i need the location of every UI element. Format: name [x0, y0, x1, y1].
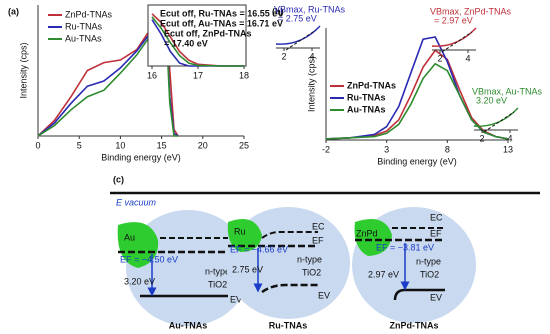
x-axis-label: Binding energy (eV) — [101, 152, 181, 162]
ef: EF — [430, 228, 442, 238]
series-line — [37, 16, 179, 137]
semiconductor: n-type — [297, 254, 322, 264]
x-tick-label: 8 — [445, 144, 450, 154]
x-tick-label: 5 — [77, 140, 82, 150]
semiconductor: TiO2 — [302, 267, 321, 277]
x-axis-label: Binding energy (eV) — [377, 156, 457, 166]
panel-label: (c) — [113, 174, 124, 184]
inset-fit — [441, 31, 473, 53]
vacuum-label: E vacuum — [116, 197, 157, 207]
x-tick-label: 3 — [384, 144, 389, 154]
inset-label: VBmax, Au-TNAs — [472, 86, 543, 96]
ev: EV — [318, 290, 330, 300]
metal: Ru — [234, 226, 246, 236]
semiconductor: n-type — [416, 256, 441, 266]
panel-name: ZnPd-TNAs — [390, 320, 439, 330]
inset-tick-label: 2 — [479, 133, 484, 143]
annotation: Ecut off, Au-TNAs = 16.71 eV — [160, 18, 283, 28]
x-tick-label: 20 — [198, 140, 208, 150]
band-gap: 3.20 eV — [124, 276, 155, 286]
inset-value: 3.20 eV — [476, 95, 507, 105]
ev: EV — [230, 294, 242, 304]
annotation: = 17.40 eV — [164, 38, 208, 48]
semiconductor: n-type — [205, 266, 230, 276]
band-gap: 2.97 eV — [368, 269, 399, 279]
inset-curve — [473, 107, 519, 127]
panel-name: Ru-TNAs — [269, 320, 308, 330]
legend-label: ZnPd-TNAs — [347, 80, 396, 90]
legend-label: ZnPd-TNAs — [65, 9, 113, 19]
annotation: Ecut off, ZnPd-TNAs — [164, 28, 252, 38]
panel-label: (b) — [272, 6, 284, 16]
panel-name: Au-TNAs — [169, 320, 208, 330]
legend-label: Au-TNAs — [65, 33, 102, 43]
metal: ZnPd — [356, 228, 378, 238]
fermi-level: EF = −4.66 eV — [230, 244, 288, 254]
x-tick-label: 0 — [35, 140, 40, 150]
x-tick-label: 15 — [157, 140, 167, 150]
legend-label: Ru-TNAs — [65, 21, 103, 31]
inset-value: = 2.75 eV — [278, 13, 317, 23]
metal: Au — [124, 232, 135, 242]
y-axis-label: Intensity (cps) — [306, 56, 316, 112]
panel-label: (a) — [8, 6, 19, 16]
inset-tick-label: 4 — [465, 53, 470, 63]
ec: EC — [312, 221, 325, 231]
inset-frame — [147, 4, 247, 67]
panel-znpd: ZnPd EF = −3.81 eV 2.97 eV EC EF EV n-ty… — [352, 207, 476, 330]
legend-label: Ru-TNAs — [347, 92, 386, 102]
series-line — [325, 49, 509, 140]
series-line — [151, 16, 244, 67]
ev: EV — [430, 292, 442, 302]
x-tick-label: 16 — [147, 70, 157, 80]
semiconductor: TiO2 — [420, 269, 439, 279]
x-tick-label: 10 — [115, 140, 125, 150]
inset-fit — [483, 111, 515, 133]
x-tick-label: 25 — [239, 140, 249, 150]
y-axis-label: Intensity (cps) — [18, 42, 28, 98]
panel-ru: Ru EF = −4.66 eV 2.75 eV EC EF EV n-type… — [226, 207, 350, 330]
x-tick-label: 13 — [503, 144, 513, 154]
inset-tick-label: 2 — [281, 51, 286, 61]
inset-value: = 2.97 eV — [434, 15, 473, 25]
inset-tick-label: 4 — [507, 133, 512, 143]
x-tick-label: 18 — [239, 70, 249, 80]
inset-label: VBmax, ZnPd-TNAs — [430, 6, 512, 16]
panel-au: Au EF = −4.50 eV 3.20 eV EC EF EV n-type… — [117, 210, 250, 330]
band-gap: 2.75 eV — [232, 264, 263, 274]
inset-tick-label: 2 — [437, 53, 442, 63]
inset-tick-label: 4 — [309, 51, 314, 61]
x-tick-label: -2 — [322, 144, 330, 154]
fermi-level: EF = −3.81 eV — [376, 242, 434, 252]
ef: EF — [312, 235, 324, 245]
annotation: Ecut off, Ru-TNAs = 16.55 eV — [160, 8, 283, 18]
inset-fit — [285, 29, 317, 51]
legend-label: Au-TNAs — [347, 104, 386, 114]
inset-curve — [275, 25, 321, 45]
inset-label: VBmax, Ru-TNAs — [274, 4, 346, 14]
ec: EC — [430, 212, 443, 222]
fermi-level: EF = −4.50 eV — [120, 254, 178, 264]
x-tick-label: 17 — [193, 70, 203, 80]
semiconductor: TiO2 — [208, 279, 227, 289]
